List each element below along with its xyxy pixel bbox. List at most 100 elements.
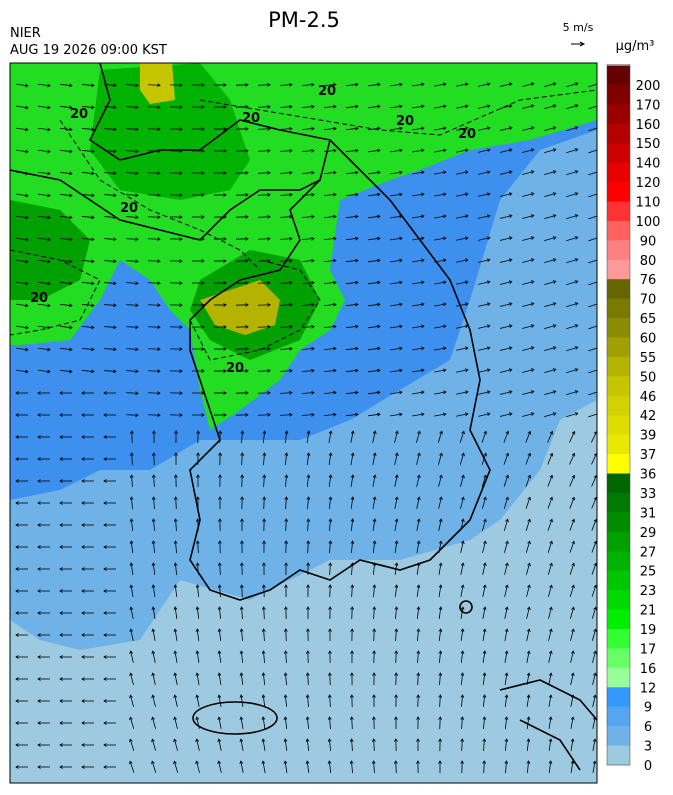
wind-arrow bbox=[351, 562, 353, 576]
colorbar-label: 100 bbox=[636, 215, 661, 230]
wind-arrowhead bbox=[267, 82, 271, 87]
wind-arrowhead bbox=[305, 738, 310, 742]
wind-arrow bbox=[456, 83, 468, 87]
wind-arrowhead bbox=[239, 562, 244, 566]
wind-arrowhead bbox=[113, 237, 117, 242]
wind-arrow bbox=[412, 347, 424, 351]
wind-arrowhead bbox=[333, 192, 337, 197]
wind-arrow bbox=[37, 281, 51, 285]
wind-arrow bbox=[544, 390, 556, 396]
wind-arrow bbox=[152, 562, 156, 576]
wind-arrowhead bbox=[442, 104, 447, 109]
wind-arrowhead bbox=[151, 562, 156, 566]
colorbar-label: 33 bbox=[640, 487, 657, 502]
wind-arrowhead bbox=[223, 413, 227, 417]
wind-arrowhead bbox=[201, 83, 205, 87]
wind-arrowhead bbox=[195, 584, 200, 588]
wind-arrowhead bbox=[442, 192, 447, 197]
wind-arrowhead bbox=[593, 584, 597, 589]
wind-arrowhead bbox=[333, 390, 337, 395]
wind-arrow bbox=[482, 672, 486, 686]
wind-arrowhead bbox=[15, 611, 19, 615]
wind-arrow bbox=[279, 282, 293, 284]
wind-arrowhead bbox=[416, 540, 421, 545]
wind-arrowhead bbox=[442, 346, 447, 351]
wind-arrowhead bbox=[333, 258, 337, 263]
wind-arrow bbox=[174, 717, 178, 729]
wind-arrowhead bbox=[113, 369, 117, 374]
wind-arrowhead bbox=[135, 237, 139, 242]
wind-arrow bbox=[570, 761, 574, 773]
wind-arrow bbox=[323, 414, 337, 416]
wind-arrowhead bbox=[195, 694, 200, 699]
wind-arrow bbox=[263, 650, 265, 664]
wind-arrowhead bbox=[416, 496, 421, 501]
wind-arrow bbox=[591, 541, 597, 553]
wind-arrow bbox=[566, 368, 578, 374]
wind-arrowhead bbox=[151, 672, 156, 677]
colorbar-segment bbox=[607, 434, 630, 455]
wind-arrow bbox=[482, 541, 486, 553]
wind-arrow bbox=[197, 540, 199, 554]
wind-arrow bbox=[345, 303, 359, 307]
wind-arrow bbox=[588, 237, 597, 242]
wind-arrow bbox=[240, 672, 244, 686]
wind-arrow bbox=[59, 83, 73, 87]
wind-arrow bbox=[329, 518, 331, 532]
wind-arrowhead bbox=[217, 738, 222, 743]
wind-arrowhead bbox=[508, 104, 513, 108]
wind-arrowhead bbox=[508, 126, 513, 130]
wind-arrowhead bbox=[129, 540, 134, 544]
wind-arrowhead bbox=[552, 214, 557, 218]
wind-arrow bbox=[125, 238, 139, 240]
wind-arrowhead bbox=[81, 479, 85, 483]
colorbar-label: 55 bbox=[640, 351, 657, 366]
wind-arrowhead bbox=[438, 562, 443, 567]
wind-arrowhead bbox=[372, 584, 377, 588]
wind-arrowhead bbox=[47, 369, 51, 374]
wind-arrowhead bbox=[179, 193, 183, 197]
wind-arrowhead bbox=[15, 677, 19, 681]
wind-arrowhead bbox=[416, 650, 421, 654]
wind-arrow bbox=[152, 695, 156, 707]
wind-arrowhead bbox=[530, 346, 535, 350]
wind-arrow bbox=[174, 629, 178, 641]
wind-arrowhead bbox=[574, 148, 579, 152]
wind-arrow bbox=[588, 105, 597, 110]
wind-arrow bbox=[478, 325, 490, 329]
wind-arrowhead bbox=[350, 650, 354, 654]
map-frame bbox=[9, 62, 598, 784]
wind-arrow bbox=[241, 584, 243, 598]
wind-arrowhead bbox=[306, 628, 310, 632]
wind-arrowhead bbox=[486, 412, 491, 417]
wind-arrowhead bbox=[113, 127, 117, 132]
wind-arrowhead bbox=[81, 677, 85, 681]
wind-arrow bbox=[241, 452, 243, 466]
wind-arrow bbox=[591, 585, 597, 597]
colorbar-segment bbox=[607, 298, 630, 319]
wind-arrowhead bbox=[333, 280, 337, 285]
colorbar-segment bbox=[607, 220, 630, 241]
wind-arrow bbox=[588, 325, 597, 330]
wind-arrowhead bbox=[482, 628, 487, 633]
wind-arrowhead bbox=[239, 650, 244, 654]
wind-arrow bbox=[301, 128, 315, 130]
wind-arrowhead bbox=[262, 540, 266, 544]
coastline bbox=[10, 63, 597, 771]
wind-arrowhead bbox=[508, 170, 513, 174]
wind-arrow bbox=[257, 326, 271, 328]
wind-arrowhead bbox=[399, 236, 403, 241]
wind-arrow bbox=[103, 370, 117, 372]
wind-arrowhead bbox=[240, 496, 244, 500]
wind-arrowhead bbox=[135, 347, 139, 352]
wind-arrow bbox=[129, 717, 135, 729]
wind-arrow bbox=[279, 194, 293, 196]
wind-arrowhead bbox=[47, 193, 51, 198]
wind-arrowhead bbox=[552, 148, 557, 152]
wind-arrowhead bbox=[482, 672, 487, 676]
wind-arrowhead bbox=[283, 672, 288, 676]
wind-arrow bbox=[390, 391, 402, 395]
wind-arrowhead bbox=[47, 281, 51, 286]
wind-arrow bbox=[196, 673, 200, 685]
wind-arrowhead bbox=[333, 126, 337, 131]
